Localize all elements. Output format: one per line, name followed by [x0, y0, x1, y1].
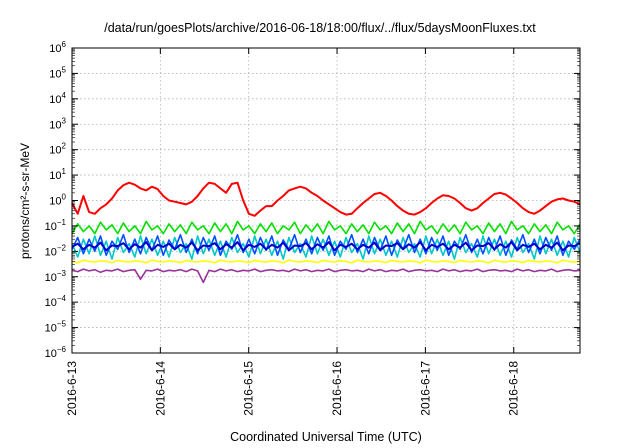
y-axis-label: protons/cm²-s-sr-MeV — [18, 142, 32, 260]
x-tick-label: 2016-6-18 — [507, 361, 521, 416]
grid-lines — [72, 48, 580, 353]
axis-ticks — [71, 47, 580, 354]
x-tick-label: 2016-6-14 — [153, 361, 167, 416]
y-tick-label: 103 — [49, 116, 66, 131]
y-tick-label: 10−3 — [45, 269, 67, 284]
y-tick-label: 10−6 — [45, 345, 67, 360]
y-tick-label: 10−4 — [45, 294, 67, 309]
y-tick-label: 10−1 — [45, 218, 67, 233]
series-line-0 — [71, 181, 581, 217]
y-tick-label: 10−2 — [45, 243, 67, 258]
x-tick-label: 2016-6-16 — [330, 361, 344, 416]
y-tick-label: 106 — [49, 40, 66, 55]
y-tick-labels: 10−6 10−5 10−4 10−3 10−2 10−1 100 101 102 103 104 1… — [45, 40, 67, 360]
series-line-6 — [71, 268, 581, 284]
y-tick-label: 100 — [49, 193, 66, 208]
series-line-5 — [71, 259, 581, 264]
series-line-4 — [71, 241, 581, 252]
y-tick-label: 102 — [49, 142, 66, 157]
series-group — [71, 181, 581, 284]
chart-title: /data/run/goesPlots/archive/2016-06-18/1… — [104, 21, 536, 35]
y-axis-label-wrap: protons/cm²-s-sr-MeV — [5, 143, 45, 259]
y-tick-label: 105 — [49, 65, 66, 80]
series-line-2 — [71, 235, 581, 260]
x-tick-label: 2016-6-13 — [65, 361, 79, 416]
y-tick-label: 10−5 — [45, 320, 67, 335]
x-tick-labels: 2016-6-13 2016-6-14 2016-6-15 2016-6-16 2016… — [65, 361, 521, 416]
y-tick-label: 104 — [49, 91, 66, 106]
x-tick-label: 2016-6-17 — [418, 361, 432, 416]
x-tick-label: 2016-6-15 — [242, 361, 256, 416]
y-tick-label: 101 — [49, 167, 66, 182]
x-axis-label: Coordinated Universal Time (UTC) — [230, 430, 422, 444]
series-line-1 — [71, 220, 581, 235]
